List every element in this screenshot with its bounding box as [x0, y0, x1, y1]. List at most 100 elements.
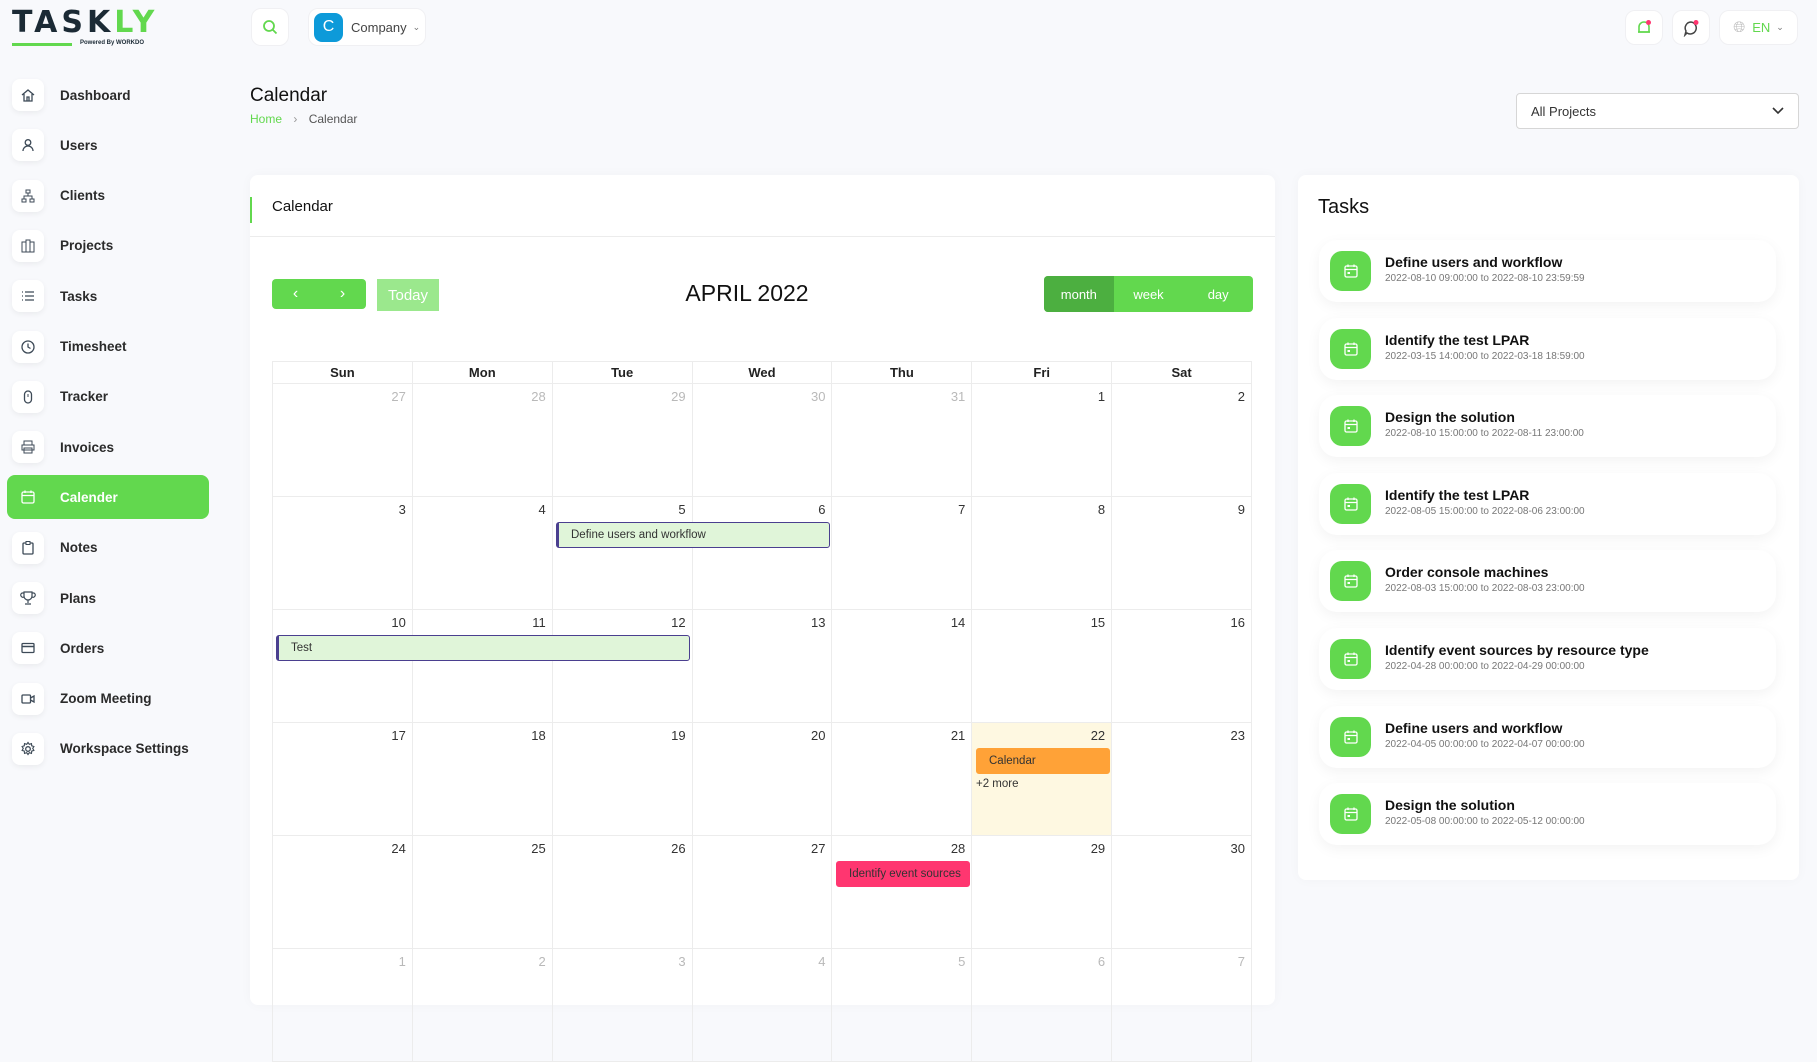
day-cell[interactable]: 27	[692, 836, 833, 949]
day-number: 30	[810, 389, 826, 404]
company-switcher[interactable]: C Company ⌄	[308, 8, 426, 46]
day-number: 4	[818, 954, 826, 969]
day-cell[interactable]: 29	[552, 384, 693, 497]
day-cell[interactable]: 10	[273, 610, 413, 723]
messages-button[interactable]	[1672, 10, 1710, 45]
view-month-button[interactable]: month	[1044, 276, 1114, 312]
day-cell[interactable]: 24	[273, 836, 413, 949]
sidebar-item-clients[interactable]: Clients	[7, 174, 209, 218]
day-cell[interactable]: 11	[412, 610, 553, 723]
calendar-icon	[1330, 328, 1371, 369]
day-cell[interactable]: 7	[832, 497, 973, 610]
day-cell[interactable]: 3	[273, 497, 413, 610]
sidebar-item-zoom-meeting[interactable]: Zoom Meeting	[7, 677, 209, 721]
day-cell[interactable]: 1	[273, 949, 413, 1062]
calendar-event[interactable]: Test	[276, 635, 690, 661]
day-number: 8	[1097, 502, 1106, 517]
day-cell[interactable]: 22	[972, 723, 1113, 836]
calendar-event[interactable]: Identify event sources	[836, 861, 970, 887]
breadcrumb-home[interactable]: Home	[250, 112, 283, 126]
day-cell[interactable]: 2	[412, 949, 553, 1062]
day-cell[interactable]: 21	[832, 723, 973, 836]
day-cell[interactable]: 14	[832, 610, 973, 723]
today-button[interactable]: Today	[377, 279, 439, 311]
day-cell[interactable]: 18	[412, 723, 553, 836]
day-cell[interactable]: 29	[972, 836, 1113, 949]
calendar-icon	[1330, 406, 1371, 447]
day-cell[interactable]: 27	[273, 384, 413, 497]
day-cell[interactable]: 1	[972, 384, 1113, 497]
day-cell[interactable]: 3	[552, 949, 693, 1062]
day-cell[interactable]: 30	[1112, 836, 1253, 949]
weekday-mon: Mon	[412, 362, 553, 384]
view-day-button[interactable]: day	[1207, 286, 1229, 302]
taskly-logo[interactable]: TASKLY Powered By WORKDO	[12, 8, 157, 48]
next-month-button[interactable]: ›	[339, 285, 346, 302]
sidebar-item-workspace-settings[interactable]: Workspace Settings	[7, 727, 209, 771]
day-cell[interactable]: 8	[972, 497, 1113, 610]
language-label: EN	[1752, 20, 1771, 35]
sidebar-item-invoices[interactable]: Invoices	[7, 425, 209, 469]
sidebar-item-users[interactable]: Users	[7, 123, 209, 167]
day-cell[interactable]: 26	[552, 836, 693, 949]
sidebar-item-projects[interactable]: Projects	[7, 224, 209, 268]
day-cell[interactable]: 25	[412, 836, 553, 949]
day-cell[interactable]: 16	[1112, 610, 1253, 723]
search-button[interactable]	[251, 8, 289, 46]
day-cell[interactable]: 28	[832, 836, 973, 949]
task-item[interactable]: Identify event sources by resource type 2…	[1319, 628, 1776, 690]
day-cell[interactable]: 7	[1112, 949, 1253, 1062]
sidebar-item-calender[interactable]: Calender	[7, 475, 209, 520]
day-cell[interactable]: 13	[692, 610, 833, 723]
month-title: APRIL 2022	[685, 280, 809, 306]
sidebar-item-label: Orders	[60, 640, 105, 656]
sidebar-item-tracker[interactable]: Tracker	[7, 375, 209, 419]
day-cell[interactable]: 2	[1112, 384, 1253, 497]
language-selector[interactable]: 🌐︎ EN ⌄	[1719, 10, 1798, 45]
sidebar-item-tasks[interactable]: Tasks	[7, 274, 209, 318]
day-cell[interactable]: 4	[412, 497, 553, 610]
day-cell[interactable]: 15	[972, 610, 1113, 723]
sidebar-item-timesheet[interactable]: Timesheet	[7, 325, 209, 369]
day-cell[interactable]: 23	[1112, 723, 1253, 836]
day-cell[interactable]: 5	[832, 949, 973, 1062]
chat-icon	[1683, 19, 1699, 37]
view-week-button[interactable]: week	[1133, 286, 1164, 302]
sidebar-item-label: Tasks	[60, 288, 98, 304]
calendar-event[interactable]: Calendar	[976, 748, 1110, 774]
day-cell[interactable]: 12	[552, 610, 693, 723]
sidebar-item-notes[interactable]: Notes	[7, 526, 209, 570]
task-item[interactable]: Define users and workflow 2022-04-05 00:0…	[1319, 705, 1776, 768]
task-item[interactable]: Order console machines 2022-08-03 15:00:0…	[1319, 550, 1776, 613]
notifications-button[interactable]	[1625, 10, 1663, 45]
day-cell[interactable]: 20	[692, 723, 833, 836]
day-cell[interactable]: 6	[692, 497, 833, 610]
day-cell[interactable]: 5	[552, 497, 693, 610]
day-cell[interactable]: 28	[412, 384, 553, 497]
task-date-range: 2022-08-10 15:00:00 to 2022-08-11 23:00:…	[1385, 428, 1584, 440]
project-filter-value: All Projects	[1531, 103, 1597, 119]
task-item[interactable]: Identify the test LPAR 2022-08-05 15:00:0…	[1319, 472, 1776, 535]
prev-month-button[interactable]: ‹	[292, 285, 299, 302]
day-cell[interactable]: 30	[692, 384, 833, 497]
calendar-event[interactable]: Define users and workflow	[556, 522, 830, 548]
day-cell[interactable]: 6	[972, 949, 1113, 1062]
more-events-link[interactable]: +2 more	[976, 778, 1019, 790]
task-item[interactable]: Identify the test LPAR 2022-03-15 14:00:0…	[1319, 317, 1776, 380]
sidebar-item-dashboard[interactable]: Dashboard	[7, 73, 209, 117]
sidebar-item-plans[interactable]: Plans	[7, 576, 209, 620]
day-cell[interactable]: 9	[1112, 497, 1253, 610]
day-number: 2	[538, 954, 546, 969]
task-item[interactable]: Design the solution 2022-08-10 15:00:00 t…	[1319, 395, 1776, 458]
day-number: 23	[1230, 728, 1246, 743]
sidebar-item-orders[interactable]: Orders	[7, 626, 209, 670]
day-cell[interactable]: 19	[552, 723, 693, 836]
task-item[interactable]: Design the solution 2022-05-08 00:00:00 t…	[1319, 783, 1776, 846]
task-item[interactable]: Define users and workflow 2022-08-10 09:0…	[1319, 240, 1776, 302]
bell-icon	[1638, 19, 1651, 33]
day-cell[interactable]: 31	[832, 384, 973, 497]
sidebar-item-label: Invoices	[60, 439, 115, 455]
project-filter-select[interactable]: All Projects	[1516, 93, 1799, 129]
day-cell[interactable]: 17	[273, 723, 413, 836]
day-cell[interactable]: 4	[692, 949, 833, 1062]
